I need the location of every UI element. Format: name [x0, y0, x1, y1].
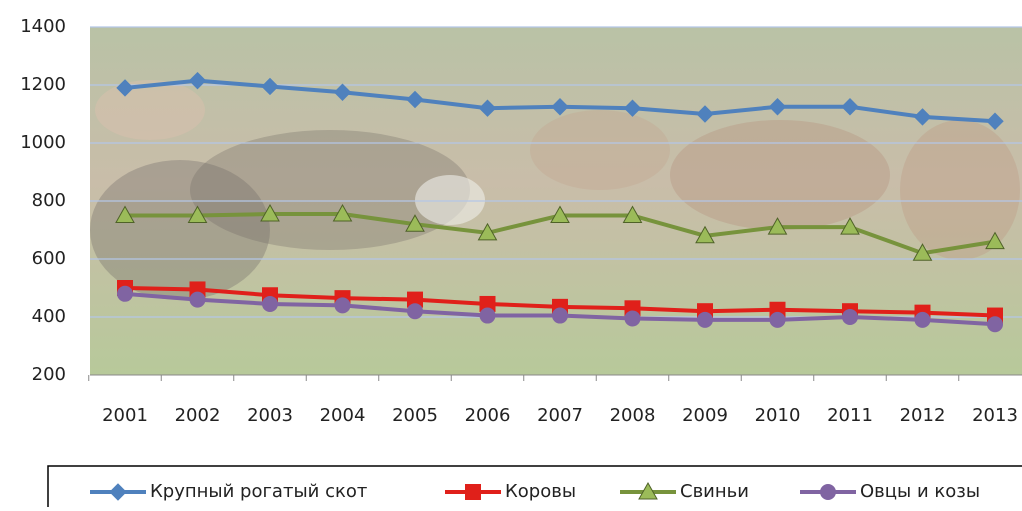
marker: [188, 71, 207, 90]
y-tick-label: 600: [32, 248, 66, 269]
x-tick-label: 2009: [682, 405, 728, 426]
x-tick-label: 2006: [465, 405, 511, 426]
marker: [986, 112, 1004, 130]
x-tick-label: 2007: [537, 405, 583, 426]
marker: [697, 311, 713, 328]
marker: [913, 108, 932, 126]
x-tick-label: 2010: [755, 405, 801, 426]
series: [117, 285, 1003, 333]
marker: [479, 307, 496, 324]
marker: [477, 222, 498, 241]
marker: [842, 309, 858, 325]
x-tick-label: 2002: [175, 405, 221, 426]
y-tick-label: 1000: [20, 132, 66, 153]
y-tick-label: 1200: [20, 74, 66, 95]
series: [115, 204, 1005, 261]
x-tick-label: 2008: [610, 405, 656, 426]
marker: [695, 225, 715, 244]
marker: [117, 285, 133, 302]
marker: [769, 311, 786, 328]
legend-label: Овцы и козы: [860, 481, 980, 502]
x-tick-label: 2005: [392, 405, 438, 426]
marker: [912, 243, 933, 261]
marker: [334, 297, 351, 314]
x-tick-label: 2003: [247, 405, 293, 426]
x-tick-label: 2001: [102, 405, 148, 426]
marker: [841, 98, 859, 116]
x-tick-label: 2013: [972, 405, 1018, 426]
marker: [622, 205, 643, 223]
y-tick-label: 800: [32, 190, 66, 211]
legend: Крупный рогатый скот Коровы Свиньи Овцы и к…: [47, 465, 1022, 511]
x-tick-label: 2011: [827, 405, 873, 426]
marker: [407, 303, 423, 320]
marker: [478, 99, 497, 117]
marker: [987, 316, 1003, 333]
marker: [333, 83, 352, 101]
legend-label: Коровы: [505, 481, 576, 502]
marker: [109, 483, 127, 501]
marker: [552, 307, 568, 324]
marker: [187, 205, 208, 223]
marker: [840, 217, 860, 235]
marker: [406, 90, 424, 109]
marker: [260, 204, 280, 222]
x-tick-label: 2004: [320, 405, 366, 426]
y-tick-label: 200: [32, 364, 66, 385]
marker: [768, 98, 787, 116]
marker: [189, 291, 206, 308]
legend-label: Крупный рогатый скот: [150, 481, 367, 502]
legend-label: Свиньи: [680, 481, 749, 502]
marker: [767, 217, 788, 235]
marker: [914, 311, 931, 328]
marker: [820, 484, 836, 500]
marker: [465, 484, 481, 500]
marker: [332, 204, 353, 222]
marker: [638, 481, 658, 500]
y-tick-label: 400: [32, 306, 66, 327]
marker: [262, 295, 278, 312]
y-tick-label: 1400: [20, 16, 66, 37]
marker: [261, 77, 279, 96]
marker: [624, 310, 641, 327]
marker: [696, 105, 714, 123]
x-tick-label: 2012: [900, 405, 946, 426]
marker: [115, 205, 135, 223]
marker: [550, 205, 570, 223]
marker: [623, 99, 642, 117]
series: [116, 71, 1004, 130]
marker: [551, 98, 569, 116]
marker: [405, 214, 425, 232]
marker: [116, 79, 134, 97]
marker: [985, 231, 1005, 250]
